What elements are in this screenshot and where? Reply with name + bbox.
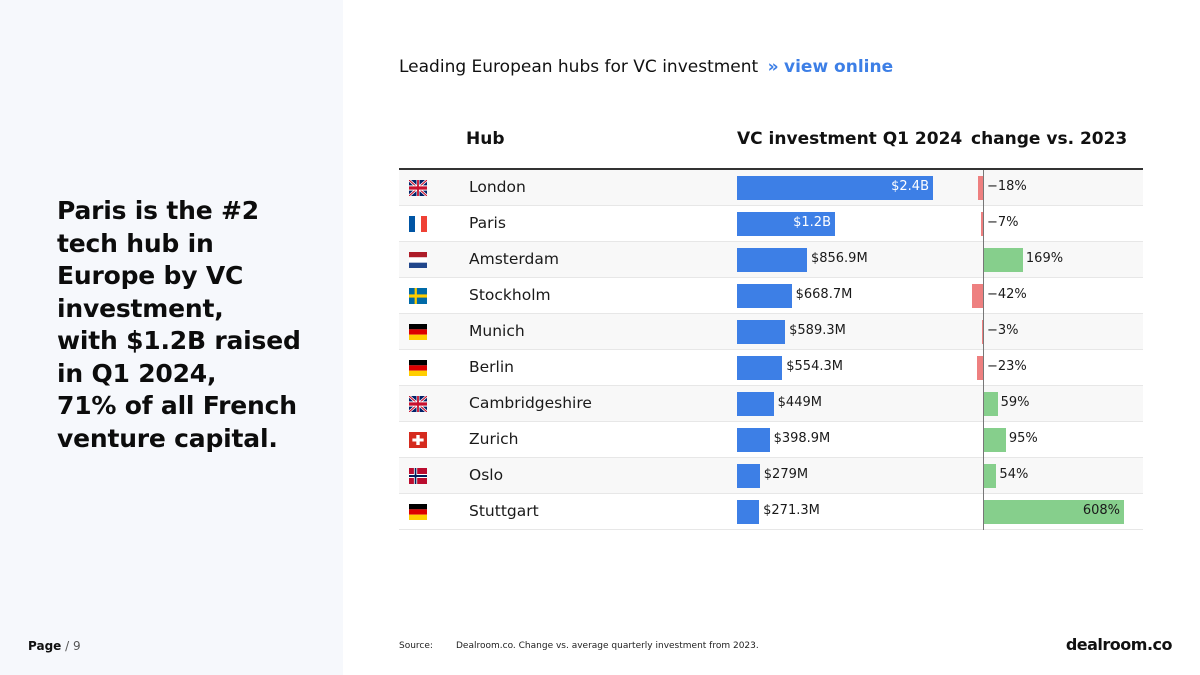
vc-investment-label: $398.9M (773, 431, 831, 446)
page-number: Page / 9 (28, 639, 81, 653)
change-bar (981, 212, 983, 236)
hub-name: Oslo (469, 466, 504, 484)
change-label: 169% (1025, 251, 1064, 266)
vc-investment-label: $589.3M (789, 323, 846, 338)
change-bar (984, 392, 998, 416)
flag-gb-icon (409, 180, 427, 196)
header-rule (399, 168, 1143, 170)
table-row: Cambridgeshire $449M 59% (399, 386, 1143, 422)
vc-investment-label: $554.3M (786, 359, 843, 374)
table-row: Oslo $279M 54% (399, 458, 1143, 494)
change-label: −3% (987, 323, 1019, 338)
flag-se-icon (409, 288, 427, 304)
headline-line: 71% of all French (57, 391, 297, 420)
flag-de-icon (409, 324, 427, 340)
flag-nl-icon (409, 252, 427, 268)
vc-investment-bar (737, 392, 774, 416)
source-text: Dealroom.co. Change vs. average quarterl… (456, 641, 759, 651)
hub-name: London (469, 178, 526, 196)
change-zero-line (983, 170, 984, 530)
table-row: Berlin $554.3M −23% (399, 350, 1143, 386)
view-online-link[interactable]: view online (784, 57, 894, 77)
table-row: London $2.4B −18% (399, 170, 1143, 206)
vc-investment-bar (737, 284, 792, 308)
flag-de-icon (409, 504, 427, 520)
page-separator: / (61, 639, 73, 653)
flag-fr-icon (409, 216, 427, 232)
left-panel (0, 0, 343, 675)
headline-line: Paris is the #2 (57, 196, 259, 225)
change-label: 59% (1000, 395, 1030, 410)
source-label: Source: (399, 641, 433, 651)
change-label: −23% (987, 359, 1027, 374)
change-bar (984, 248, 1023, 272)
hub-table: London $2.4B −18% Paris $1.2B −7% Amsterdam $85… (399, 170, 1143, 530)
table-row: Munich $589.3M −3% (399, 314, 1143, 350)
change-label: 54% (999, 467, 1029, 482)
flag-gb-icon (409, 396, 427, 412)
headline-line: in Q1 2024, (57, 358, 217, 388)
vc-investment-label: $2.4B (891, 179, 929, 194)
headline-line: Europe by VC (57, 261, 244, 290)
vc-investment-label: $1.2B (793, 215, 831, 230)
flag-ch-icon (409, 432, 427, 448)
table-row: Paris $1.2B −7% (399, 206, 1143, 242)
change-bar (977, 356, 983, 380)
headline-line: tech hub in (57, 228, 214, 258)
dealroom-logo: dealroom.co (1065, 635, 1173, 654)
table-row: Stockholm $668.7M −42% (399, 278, 1143, 314)
change-bar (984, 464, 997, 488)
change-bar (984, 428, 1006, 452)
vc-investment-label: $271.3M (763, 503, 820, 518)
vc-investment-bar (737, 320, 786, 344)
vc-investment-bar (737, 356, 783, 380)
vc-investment-label: $668.7M (795, 287, 853, 302)
vc-investment-bar (737, 500, 760, 524)
headline: Paris is the #2 tech hub in Europe by VC in… (57, 195, 327, 455)
column-header-change: change vs. 2023 (971, 129, 1128, 149)
table-row: Amsterdam $856.9M 169% (399, 242, 1143, 278)
vc-investment-label: $279M (763, 467, 809, 482)
change-label: −7% (987, 215, 1019, 230)
column-header-hub: Hub (466, 129, 505, 149)
change-label: 95% (1008, 431, 1038, 446)
chevron-right-icon: » (767, 57, 779, 77)
flag-no-icon (409, 468, 427, 484)
hub-name: Cambridgeshire (469, 394, 592, 412)
page-label: Page (28, 639, 62, 653)
flag-de-icon (409, 360, 427, 376)
change-label: 608% (1082, 503, 1120, 518)
headline-line: venture capital. (57, 423, 278, 453)
table-row: Zurich $398.9M 95% (399, 422, 1143, 458)
hub-name: Amsterdam (469, 250, 559, 268)
hub-name: Stuttgart (469, 502, 539, 520)
chart-title: Leading European hubs for VC investment … (399, 57, 893, 77)
hub-name: Paris (469, 214, 506, 232)
change-bar (978, 176, 983, 200)
column-header-vc-investment: VC investment Q1 2024 (737, 129, 963, 149)
headline-line: with $1.2B raised (57, 326, 301, 355)
change-bar (972, 284, 983, 308)
change-label: −42% (987, 287, 1027, 302)
vc-investment-label: $856.9M (810, 251, 868, 266)
vc-investment-bar (737, 212, 835, 236)
hub-name: Munich (469, 322, 525, 340)
chart-title-text: Leading European hubs for VC investment (399, 57, 759, 77)
table-row: Stuttgart $271.3M 608% (399, 494, 1143, 530)
page-value: 9 (72, 639, 81, 653)
vc-investment-bar (737, 464, 760, 488)
hub-name: Zurich (469, 430, 519, 448)
change-bar (981, 320, 983, 344)
vc-investment-label: $449M (777, 395, 822, 410)
vc-investment-bar (737, 176, 933, 200)
change-bar (984, 500, 1124, 524)
hub-name: Berlin (469, 358, 514, 376)
change-label: −18% (987, 179, 1027, 194)
hub-name: Stockholm (469, 286, 551, 304)
vc-investment-bar (737, 248, 807, 272)
vc-investment-bar (737, 428, 770, 452)
headline-line: investment, (57, 293, 224, 323)
